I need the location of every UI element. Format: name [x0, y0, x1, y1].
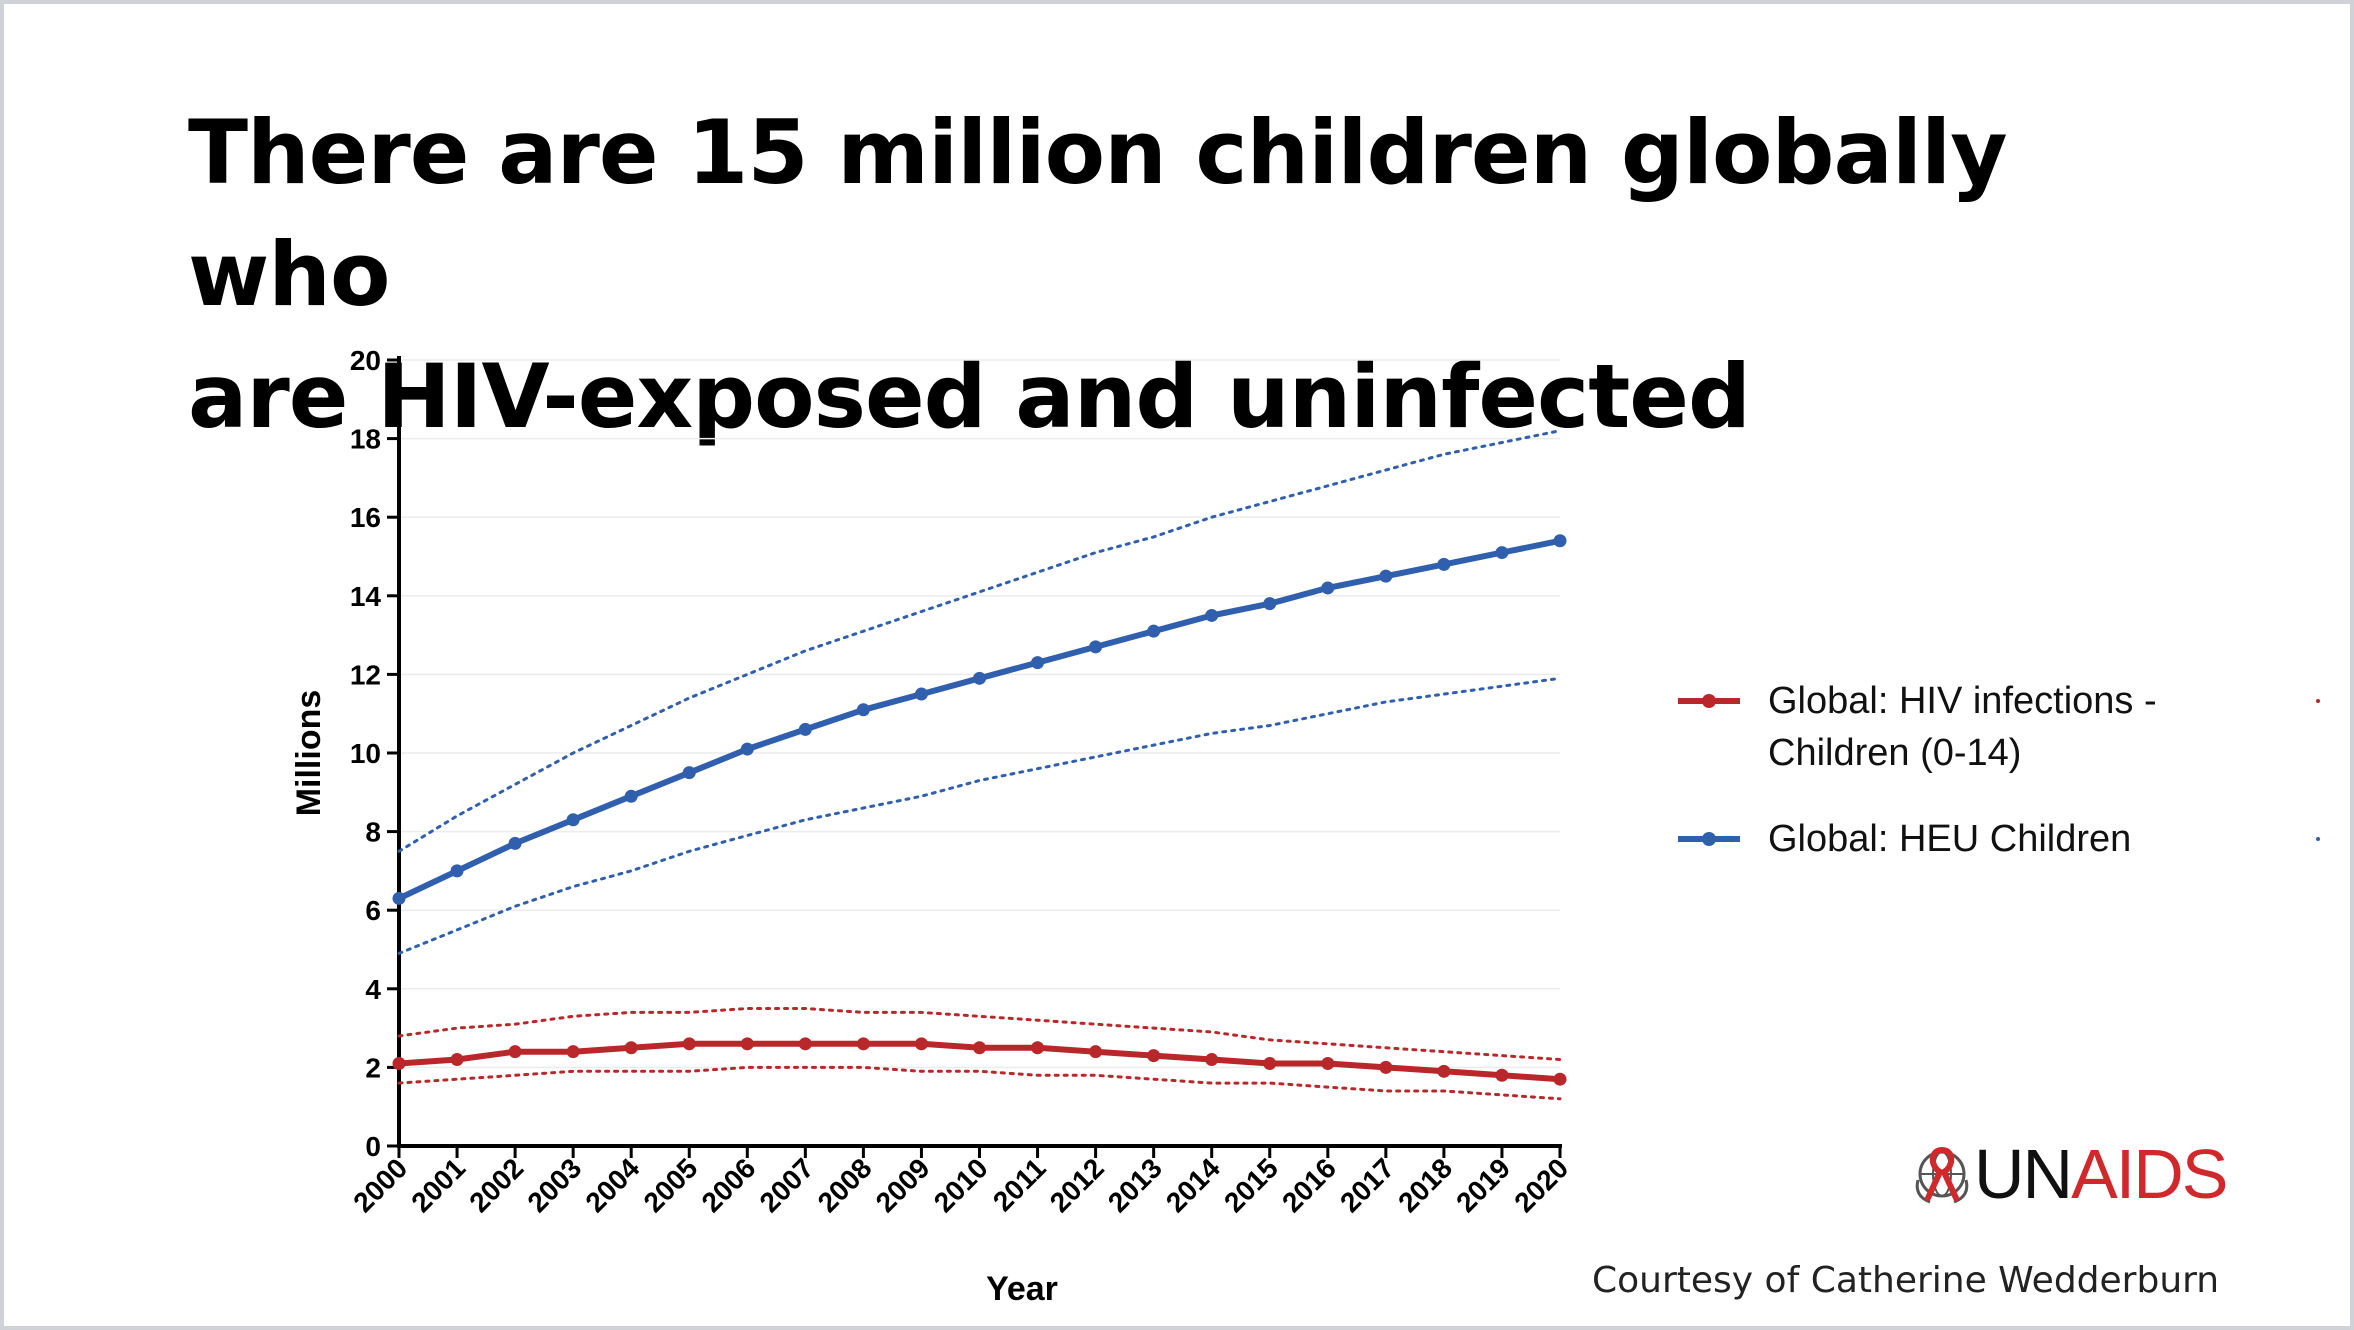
- x-tick-label: 2011: [987, 1152, 1052, 1217]
- series-0-point: [1437, 1064, 1451, 1078]
- x-tick-label: 2004: [579, 1152, 645, 1218]
- series-1-point: [1263, 597, 1277, 611]
- series-0-point: [740, 1037, 754, 1051]
- series-0-point: [914, 1037, 928, 1051]
- series-0-point: [1089, 1045, 1103, 1059]
- series-1-point: [740, 742, 754, 756]
- series-1-upper-bound: [397, 429, 1562, 853]
- unaids-logo: UN AIDS: [1910, 1134, 2229, 1214]
- legend-label: Children (0-14): [1768, 732, 2021, 774]
- series-0-point: [798, 1037, 812, 1051]
- x-tick-label: 2006: [696, 1152, 762, 1218]
- x-tick-label: 2019: [1450, 1152, 1516, 1218]
- series-0-point: [1553, 1072, 1567, 1086]
- x-tick-label: 2020: [1508, 1152, 1574, 1218]
- series-1-point: [508, 836, 522, 850]
- series-0-upper-bound: [397, 1007, 1562, 1061]
- y-axis-title: Millions: [290, 690, 328, 817]
- x-tick-label: 2017: [1334, 1152, 1400, 1218]
- legend-swatch-marker: [1702, 694, 1716, 708]
- series-0-point: [1379, 1060, 1393, 1074]
- x-axis-title: Year: [986, 1270, 1058, 1308]
- series-0-point: [566, 1045, 580, 1059]
- legend-bound-marker: [2316, 837, 2320, 841]
- x-tick-label: 2014: [1160, 1152, 1226, 1218]
- x-tick-label: 2013: [1102, 1152, 1168, 1218]
- series-0-point: [1495, 1068, 1509, 1082]
- un-emblem-icon: [1915, 1147, 1969, 1204]
- series-1-point: [624, 789, 638, 803]
- series-0-point: [1031, 1041, 1045, 1055]
- series-1-point: [856, 703, 870, 717]
- series-1-point: [1495, 546, 1509, 560]
- y-tick-label: 14: [350, 581, 382, 612]
- series-1-point: [682, 766, 696, 780]
- series-1-point: [1437, 557, 1451, 571]
- slide: There are 15 million children globally w…: [4, 4, 2350, 1326]
- y-tick-label: 2: [365, 1052, 381, 1083]
- line-chart: 0246810121416182020002001200220032004200…: [290, 345, 2320, 1308]
- x-tick-label: 2005: [638, 1152, 704, 1218]
- series-0-point: [1321, 1056, 1335, 1070]
- x-tick-label: 2000: [347, 1152, 413, 1218]
- series-1-point: [1147, 624, 1161, 638]
- series-1-point: [1089, 640, 1103, 654]
- x-tick-label: 2010: [928, 1152, 994, 1218]
- x-tick-label: 2001: [405, 1152, 471, 1218]
- series-1-point: [1321, 581, 1335, 595]
- x-tick-label: 2002: [463, 1152, 529, 1218]
- series-1-point: [1031, 656, 1045, 670]
- logo-text-un: UN: [1974, 1135, 2073, 1213]
- series-0-point: [973, 1041, 986, 1055]
- y-tick-label: 10: [350, 738, 381, 769]
- series-0-point: [1263, 1056, 1277, 1070]
- y-tick-label: 4: [365, 974, 381, 1005]
- series-0-point: [856, 1037, 870, 1051]
- series-1-point: [1553, 534, 1567, 548]
- series-0-point: [1147, 1049, 1161, 1063]
- x-tick-label: 2016: [1276, 1152, 1342, 1218]
- y-tick-label: 20: [350, 345, 381, 376]
- series-1-point: [798, 722, 812, 736]
- series-1-point: [914, 687, 928, 701]
- legend-label: Global: HEU Children: [1768, 818, 2131, 860]
- y-tick-label: 12: [350, 659, 381, 690]
- legend-bound-marker: [2316, 699, 2320, 703]
- x-tick-label: 2012: [1044, 1152, 1110, 1218]
- slide-title: There are 15 million children globally w…: [188, 92, 2188, 458]
- series-0-point: [624, 1041, 638, 1055]
- series-1-point: [1205, 608, 1219, 622]
- series-1-lower-bound: [397, 676, 1562, 955]
- series-0-point: [1205, 1053, 1219, 1067]
- series-1-point: [1379, 569, 1393, 583]
- x-tick-label: 2008: [812, 1152, 878, 1218]
- series-0-point: [392, 1056, 406, 1070]
- slide-title-line-2: are HIV-exposed and uninfected: [188, 345, 1751, 448]
- series-0-point: [508, 1045, 522, 1059]
- legend-swatch-marker: [1702, 832, 1716, 846]
- y-tick-label: 6: [365, 895, 381, 926]
- logo-text-aids: AIDS: [2071, 1135, 2228, 1213]
- y-tick-label: 18: [350, 424, 381, 455]
- y-tick-label: 0: [365, 1131, 381, 1162]
- courtesy-credit: Courtesy of Catherine Wedderburn: [1592, 1260, 2220, 1301]
- series-1-point: [450, 864, 464, 878]
- series-0-point: [450, 1053, 464, 1067]
- slide-title-line-1: There are 15 million children globally w…: [188, 101, 2008, 326]
- x-tick-label: 2018: [1392, 1152, 1458, 1218]
- series-0-point: [682, 1037, 696, 1051]
- y-tick-label: 16: [350, 502, 381, 533]
- x-tick-label: 2003: [521, 1152, 587, 1218]
- series-1-point: [566, 813, 580, 827]
- x-tick-label: 2007: [754, 1152, 820, 1218]
- series-1-line: [397, 537, 1561, 902]
- series-1-point: [973, 671, 986, 685]
- x-tick-label: 2009: [870, 1152, 936, 1218]
- y-tick-label: 8: [365, 817, 381, 848]
- series-1-point: [392, 891, 406, 905]
- legend-label: Global: HIV infections -: [1768, 680, 2157, 722]
- x-tick-label: 2015: [1218, 1152, 1284, 1218]
